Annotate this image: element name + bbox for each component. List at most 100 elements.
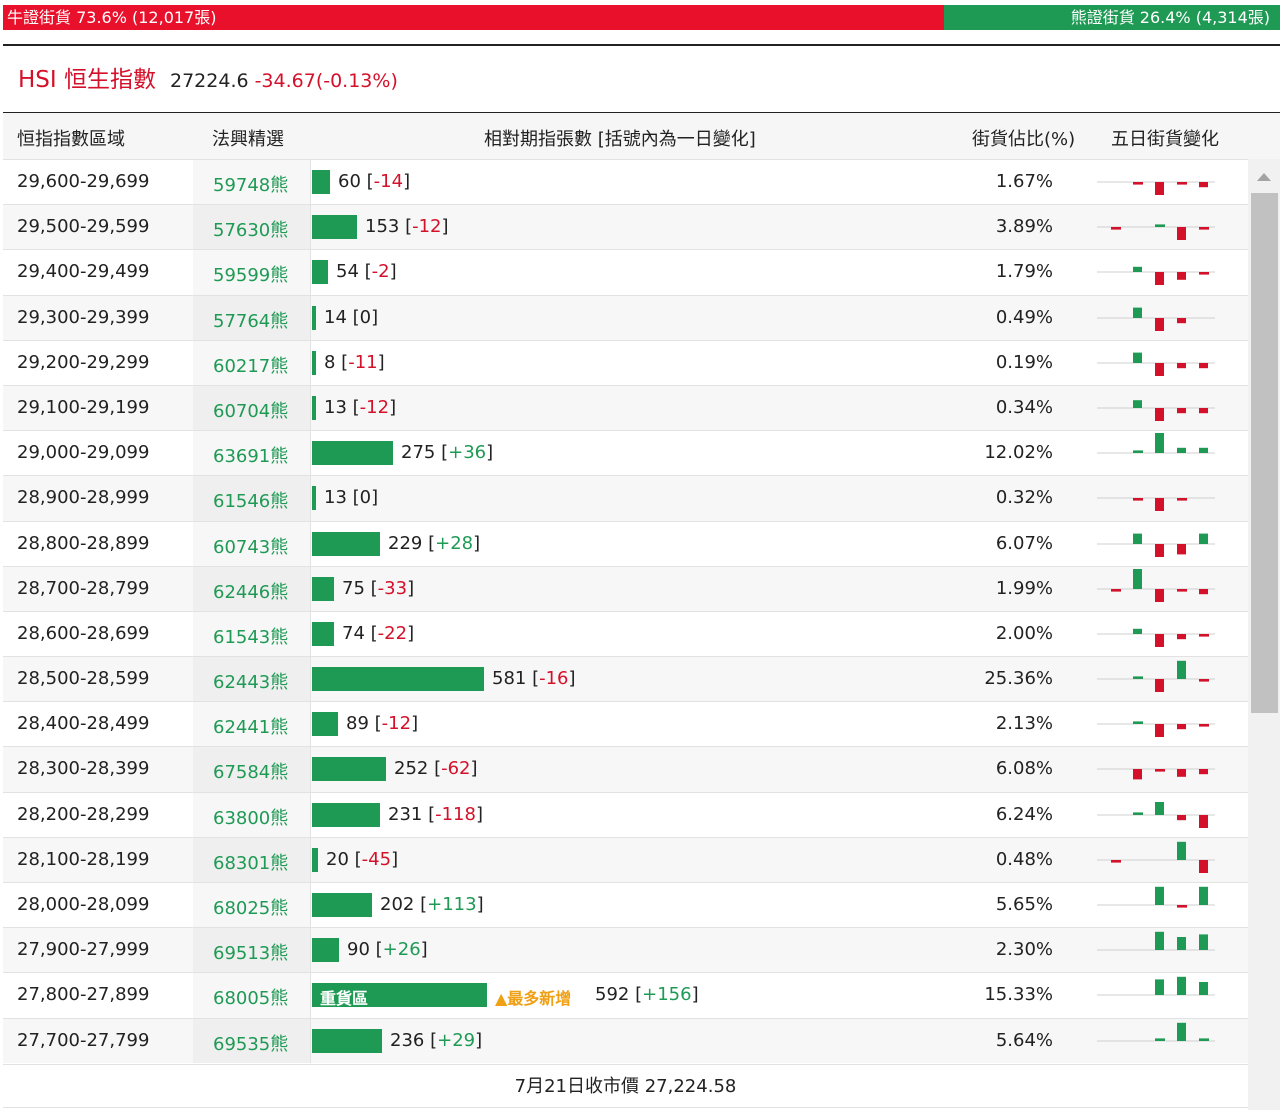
table-row: 29,300-29,399 57764熊 14 [0] 0.49%: [3, 294, 1248, 340]
pick-cell: 59599熊: [193, 250, 311, 295]
sparkline-bar: [1177, 543, 1186, 554]
pick-cell: 69535熊: [193, 1018, 311, 1063]
contracts-bar: [312, 938, 339, 963]
sparkline-bar: [1155, 724, 1164, 738]
sparkline-bar: [1133, 267, 1142, 273]
table-row: 28,400-28,499 62441熊 89 [-12] 2.13%: [3, 701, 1248, 747]
sparkline-bar: [1155, 979, 1164, 996]
range-cell: 28,500-28,599: [17, 668, 150, 690]
warrant-code-link[interactable]: 60743熊: [213, 536, 289, 558]
contracts-bar: [312, 667, 484, 692]
contracts-value: 13: [324, 487, 347, 509]
five-day-sparkline: [1097, 660, 1215, 693]
scroll-up-arrow-icon[interactable]: [1257, 173, 1271, 181]
five-day-sparkline: [1097, 931, 1215, 951]
pick-cell: 61546熊: [193, 476, 311, 521]
five-day-sparkline: [1097, 568, 1215, 602]
share-percent: 1.79%: [995, 261, 1053, 283]
daily-change: -16: [539, 668, 569, 690]
pick-cell: 59748熊: [193, 160, 311, 205]
sparkline-bar: [1177, 317, 1186, 323]
sparkline-bar: [1133, 400, 1142, 408]
contracts-value: 202: [380, 894, 415, 915]
scroll-thumb[interactable]: [1251, 193, 1278, 713]
five-day-sparkline: [1097, 801, 1215, 828]
five-day-sparkline: [1097, 224, 1215, 241]
sparkline-bar: [1155, 498, 1164, 512]
table-header: 恒指指數區域 法興精選 相對期指張數 [括號內為一日變化] 街貨佔比(%) 五日…: [3, 113, 1280, 159]
sparkline-bar: [1199, 724, 1209, 727]
five-day-sparkline: [1097, 533, 1215, 557]
share-percent: 6.24%: [995, 803, 1053, 825]
bull-bear-ratio-bar: 牛證街貨 73.6% (12,017張) 熊證街貨 26.4% (4,314張): [3, 5, 1280, 30]
table-row: 29,500-29,599 57630熊 153 [-12] 3.89%: [3, 204, 1248, 250]
contracts-bar: [312, 486, 316, 511]
share-percent: 5.65%: [995, 894, 1053, 915]
sparkline-bar: [1177, 937, 1186, 951]
column-header-range: 恒指指數區域: [17, 129, 125, 150]
sparkline-bar: [1199, 982, 1208, 996]
warrant-code-link[interactable]: 61543熊: [213, 626, 289, 648]
range-cell: 27,700-27,799: [17, 1029, 150, 1051]
contracts-value: 8: [324, 351, 336, 373]
five-day-sparkline: [1097, 400, 1215, 421]
sparkline-bar: [1177, 1022, 1186, 1041]
warrant-code-link[interactable]: 69535熊: [213, 1033, 289, 1055]
contracts-count: 592 [+156]: [595, 984, 699, 1006]
contracts-bar: [312, 305, 316, 330]
sparkline-bar: [1155, 362, 1164, 376]
warrant-code-link[interactable]: 62441熊: [213, 717, 289, 739]
five-day-sparkline: [1097, 768, 1215, 780]
contracts-bar: [312, 621, 334, 646]
table-row: 29,000-29,099 63691熊 275 [+36] 12.02%: [3, 430, 1248, 476]
warrant-code-link[interactable]: 67584熊: [213, 762, 289, 784]
contracts-value: 89: [346, 713, 369, 735]
sparkline-bar: [1155, 633, 1164, 647]
contracts-count: 252 [-62]: [394, 758, 478, 780]
table-row: 28,300-28,399 67584熊 252 [-62] 6.08%: [3, 746, 1248, 792]
warrant-code-link[interactable]: 60704熊: [213, 400, 289, 422]
warrant-code-link[interactable]: 63800熊: [213, 807, 289, 829]
sparkline-bar: [1177, 814, 1186, 820]
warrant-code-link[interactable]: 62443熊: [213, 672, 289, 694]
warrant-code-link[interactable]: 59748熊: [213, 175, 289, 196]
warrant-code-link[interactable]: 61546熊: [213, 491, 289, 513]
range-cell: 28,100-28,199: [17, 848, 150, 870]
contracts-count: 74 [-22]: [342, 622, 415, 644]
sparkline-bar: [1133, 498, 1143, 501]
warrant-code-link[interactable]: 69513熊: [213, 943, 289, 965]
index-name[interactable]: HSI 恒生指數: [18, 67, 156, 93]
sparkline-bar: [1177, 660, 1186, 680]
daily-change: -11: [348, 351, 378, 373]
contracts-value: 74: [342, 622, 365, 644]
table-row: 29,200-29,299 60217熊 8 [-11] 0.19%: [3, 339, 1248, 385]
sparkline-bar: [1133, 307, 1142, 318]
sparkline-bar: [1177, 272, 1186, 281]
pick-cell: 68301熊: [193, 837, 311, 882]
warrant-code-link[interactable]: 57764熊: [213, 310, 289, 332]
warrant-code-link[interactable]: 60217熊: [213, 355, 289, 377]
warrant-code-link[interactable]: 68005熊: [213, 988, 289, 1010]
contracts-bar: [312, 531, 380, 556]
share-percent: 3.89%: [995, 216, 1053, 238]
warrant-code-link[interactable]: 68025熊: [213, 898, 289, 919]
daily-change: -62: [441, 758, 471, 780]
range-cell: 28,000-28,099: [17, 894, 150, 915]
sparkline-bar: [1177, 407, 1186, 414]
sparkline-bar: [1111, 859, 1121, 863]
warrant-code-link[interactable]: 57630熊: [213, 220, 289, 242]
five-day-sparkline: [1097, 433, 1215, 454]
contracts-count: 89 [-12]: [346, 713, 419, 735]
contracts-value: 581: [492, 668, 527, 690]
sparkline-bar: [1199, 769, 1208, 775]
five-day-sparkline: [1097, 497, 1215, 512]
warrant-code-link[interactable]: 68301熊: [213, 852, 289, 874]
warrant-code-link[interactable]: 59599熊: [213, 265, 289, 287]
table-row: 29,400-29,499 59599熊 54 [-2] 1.79%: [3, 249, 1248, 295]
warrant-code-link[interactable]: 62446熊: [213, 581, 289, 603]
table-row: 29,100-29,199 60704熊 13 [-12] 0.34%: [3, 384, 1248, 431]
warrant-code-link[interactable]: 63691熊: [213, 446, 289, 468]
contracts-value: 231: [388, 803, 423, 825]
sparkline-bar: [1177, 769, 1186, 778]
scrollbar[interactable]: [1248, 159, 1280, 1110]
